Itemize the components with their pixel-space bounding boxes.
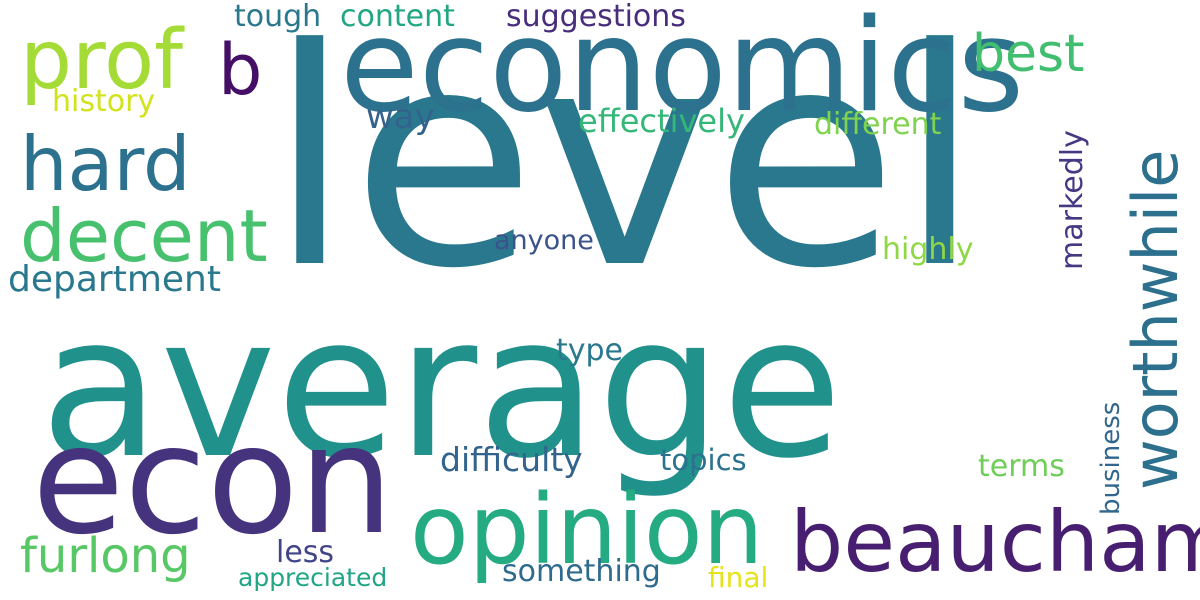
word-less: less (276, 535, 335, 570)
word-furlong: furlong (20, 528, 191, 584)
word-highly: highly (882, 232, 974, 267)
word-anyone: anyone (494, 225, 594, 256)
word-appreciated: appreciated (238, 563, 388, 592)
word-business: business (1096, 401, 1126, 515)
word-economics: economics (340, 0, 1025, 141)
word-type: type (556, 333, 624, 368)
word-markedly: markedly (1055, 130, 1090, 270)
word-average: average (40, 274, 843, 502)
word-level: level (268, 0, 982, 334)
word-topics: topics (660, 443, 747, 477)
word-b: b (218, 29, 263, 111)
word-something: something (502, 554, 661, 589)
word-different: different (814, 107, 942, 142)
word-econ: econ (32, 394, 394, 568)
word-opinion: opinion (410, 474, 764, 586)
word-decent: decent (20, 194, 268, 278)
word-suggestions: suggestions (506, 0, 686, 34)
word-history: history (52, 84, 156, 119)
word-terms: terms (978, 449, 1065, 484)
word-effectively: effectively (578, 102, 745, 140)
word-way: way (366, 97, 435, 137)
word-prof: prof (20, 13, 183, 108)
word-tough: tough (234, 0, 322, 34)
word-hard: hard (20, 120, 191, 208)
word-difficulty: difficulty (440, 440, 583, 479)
word-department: department (8, 259, 221, 300)
word-content: content (340, 0, 455, 34)
word-worthwhile: worthwhile (1119, 149, 1192, 490)
word-final: final (708, 561, 769, 594)
word-best: best (972, 24, 1085, 84)
